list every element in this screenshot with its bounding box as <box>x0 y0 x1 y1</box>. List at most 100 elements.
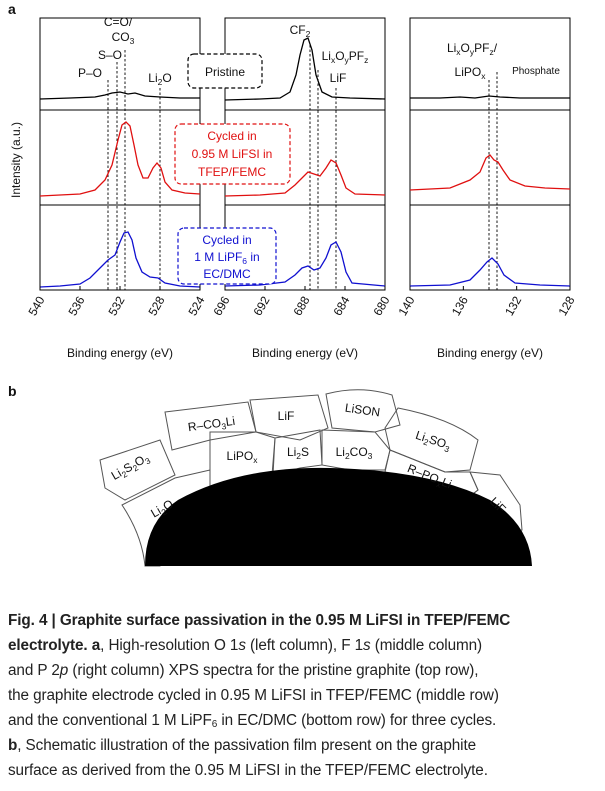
text-segment: Li <box>414 428 427 444</box>
caption-text: (middle column) <box>370 637 483 654</box>
subscript: 6 <box>242 256 247 266</box>
box-text: EC/DMC <box>203 267 251 281</box>
caption-text: and the conventional 1 M LiPF <box>8 712 212 729</box>
text-segment: Cycled in <box>207 129 256 143</box>
x-tick-label: 684 <box>330 294 352 319</box>
caption-text: b <box>8 737 18 754</box>
label-box <box>177 227 277 285</box>
subscript: 3 <box>130 36 135 46</box>
text-segment: Cycled in <box>202 233 251 247</box>
caption-text: in EC/DMC (bottom row) for three cycles. <box>217 712 497 729</box>
compound-label: Li2SO3 <box>413 428 453 454</box>
box-text: Pristine <box>205 65 245 79</box>
subscript: 3 <box>221 421 227 432</box>
subscript: z <box>364 55 368 65</box>
x-tick-label: 524 <box>185 294 207 319</box>
caption-text: , Schematic illustration of the passivat… <box>17 737 477 754</box>
box-text: TFEP/FEMC <box>198 165 266 179</box>
text-segment: Phosphate <box>512 66 560 77</box>
annotation: LiPOx <box>455 65 487 81</box>
box-text: 1 M LiPF6 in <box>194 250 259 266</box>
text-segment: Li <box>225 414 236 429</box>
annotation: LixOyPFz/ <box>447 41 498 57</box>
x-tick-label: 540 <box>25 294 47 319</box>
y-axis-label: Intensity (a.u.) <box>9 122 23 198</box>
caption-text: (left column), F 1 <box>245 637 363 654</box>
x-tick-label: 136 <box>449 294 471 319</box>
panel-label: a <box>8 1 16 17</box>
compound-label: LiF <box>278 409 295 423</box>
subscript: x <box>481 71 486 81</box>
text-segment: Li <box>287 445 296 459</box>
spectra <box>39 37 571 288</box>
subscript: 2 <box>296 451 301 461</box>
text-segment: TFEP/FEMC <box>198 165 266 179</box>
text-segment: C=O/ <box>104 15 133 29</box>
caption-text: and P 2 <box>8 662 60 679</box>
annotation: S–O <box>98 48 122 62</box>
panel-label: b <box>8 383 17 399</box>
box-text: Cycled in <box>207 129 256 143</box>
compound-label: R–CO3Li <box>187 414 236 436</box>
text-segment: 1 M LiPF <box>194 250 242 264</box>
text-segment: R–CO <box>187 416 222 435</box>
text-segment: LiPO <box>455 65 482 79</box>
caption-line: b, Schematic illustration of the passiva… <box>8 737 476 755</box>
box-text: 0.95 M LiFSI in <box>192 147 273 161</box>
caption-line: and P 2p (right column) XPS spectra for … <box>8 662 478 680</box>
caption-line: and the conventional 1 M LiPF6 in EC/DMC… <box>8 712 496 730</box>
annotation: Li2O <box>148 71 171 87</box>
caption-text: electrolyte. a <box>8 637 101 654</box>
annotation: CF2 <box>290 23 311 39</box>
annotation: LiF <box>330 71 347 85</box>
text-segment: CO <box>112 30 130 44</box>
figure: a Intensity (a.u.) C=O/ CO3 S–O P–O <box>8 1 578 567</box>
x-tick-label: 528 <box>145 294 167 319</box>
caption-text: s <box>363 637 371 654</box>
label-box <box>187 53 263 89</box>
text-segment: S–O <box>98 48 122 62</box>
x-tick-label: 532 <box>105 294 127 319</box>
subscript: x <box>253 455 258 465</box>
text-segment: CO <box>350 445 368 459</box>
subscript: 2 <box>345 451 350 461</box>
x-axis-label: Binding energy (eV) <box>67 346 173 360</box>
schematic <box>99 389 532 567</box>
subscript: 3 <box>368 451 373 461</box>
axes: 540 536 532 528 524 Binding energy (eV) 696 692… <box>25 286 578 360</box>
subscript: 2 <box>159 506 168 517</box>
text-segment: Li <box>322 49 331 63</box>
subscript: 2 <box>158 77 163 87</box>
x-tick-label: 688 <box>290 294 312 319</box>
compound-label: Li2CO3 <box>336 445 373 461</box>
subscript: x <box>435 479 443 490</box>
guides <box>107 45 498 290</box>
caption-text: p <box>59 662 69 679</box>
text-segment: CF <box>290 23 306 37</box>
annotation: CO3 <box>112 30 135 46</box>
annotation: LixOyPFz <box>322 49 369 65</box>
text-segment: LiPO <box>227 449 254 463</box>
compound-label: Li2S2O3 <box>109 450 153 484</box>
caption-line: electrolyte. a, High-resolution O 1s (le… <box>8 637 482 655</box>
text-segment: 0.95 M LiFSI in <box>192 147 273 161</box>
x-axis-label: Binding energy (eV) <box>437 346 543 360</box>
subscript: 3 <box>143 455 152 466</box>
text-segment: O <box>335 49 344 63</box>
subscript: y <box>345 55 350 65</box>
x-tick-label: 140 <box>395 294 417 319</box>
box-text: Cycled in <box>202 233 251 247</box>
caption-text: surface as derived from the 0.95 M LiFSI… <box>8 762 488 779</box>
text-segment: LiSON <box>344 401 381 420</box>
text-segment: Li <box>336 445 345 459</box>
caption-title: Fig. 4 | Graphite surface passivation in… <box>8 612 511 629</box>
text-segment: SO <box>427 432 448 451</box>
subscript: 2 <box>422 437 430 448</box>
compound-label: Li2S <box>287 445 309 461</box>
compound-label: LiPOx <box>227 449 259 465</box>
text-segment: in <box>247 250 260 264</box>
compound-label: LiSON <box>344 401 381 420</box>
text-segment: LiF <box>278 409 295 423</box>
x-tick-label: 128 <box>555 294 577 319</box>
